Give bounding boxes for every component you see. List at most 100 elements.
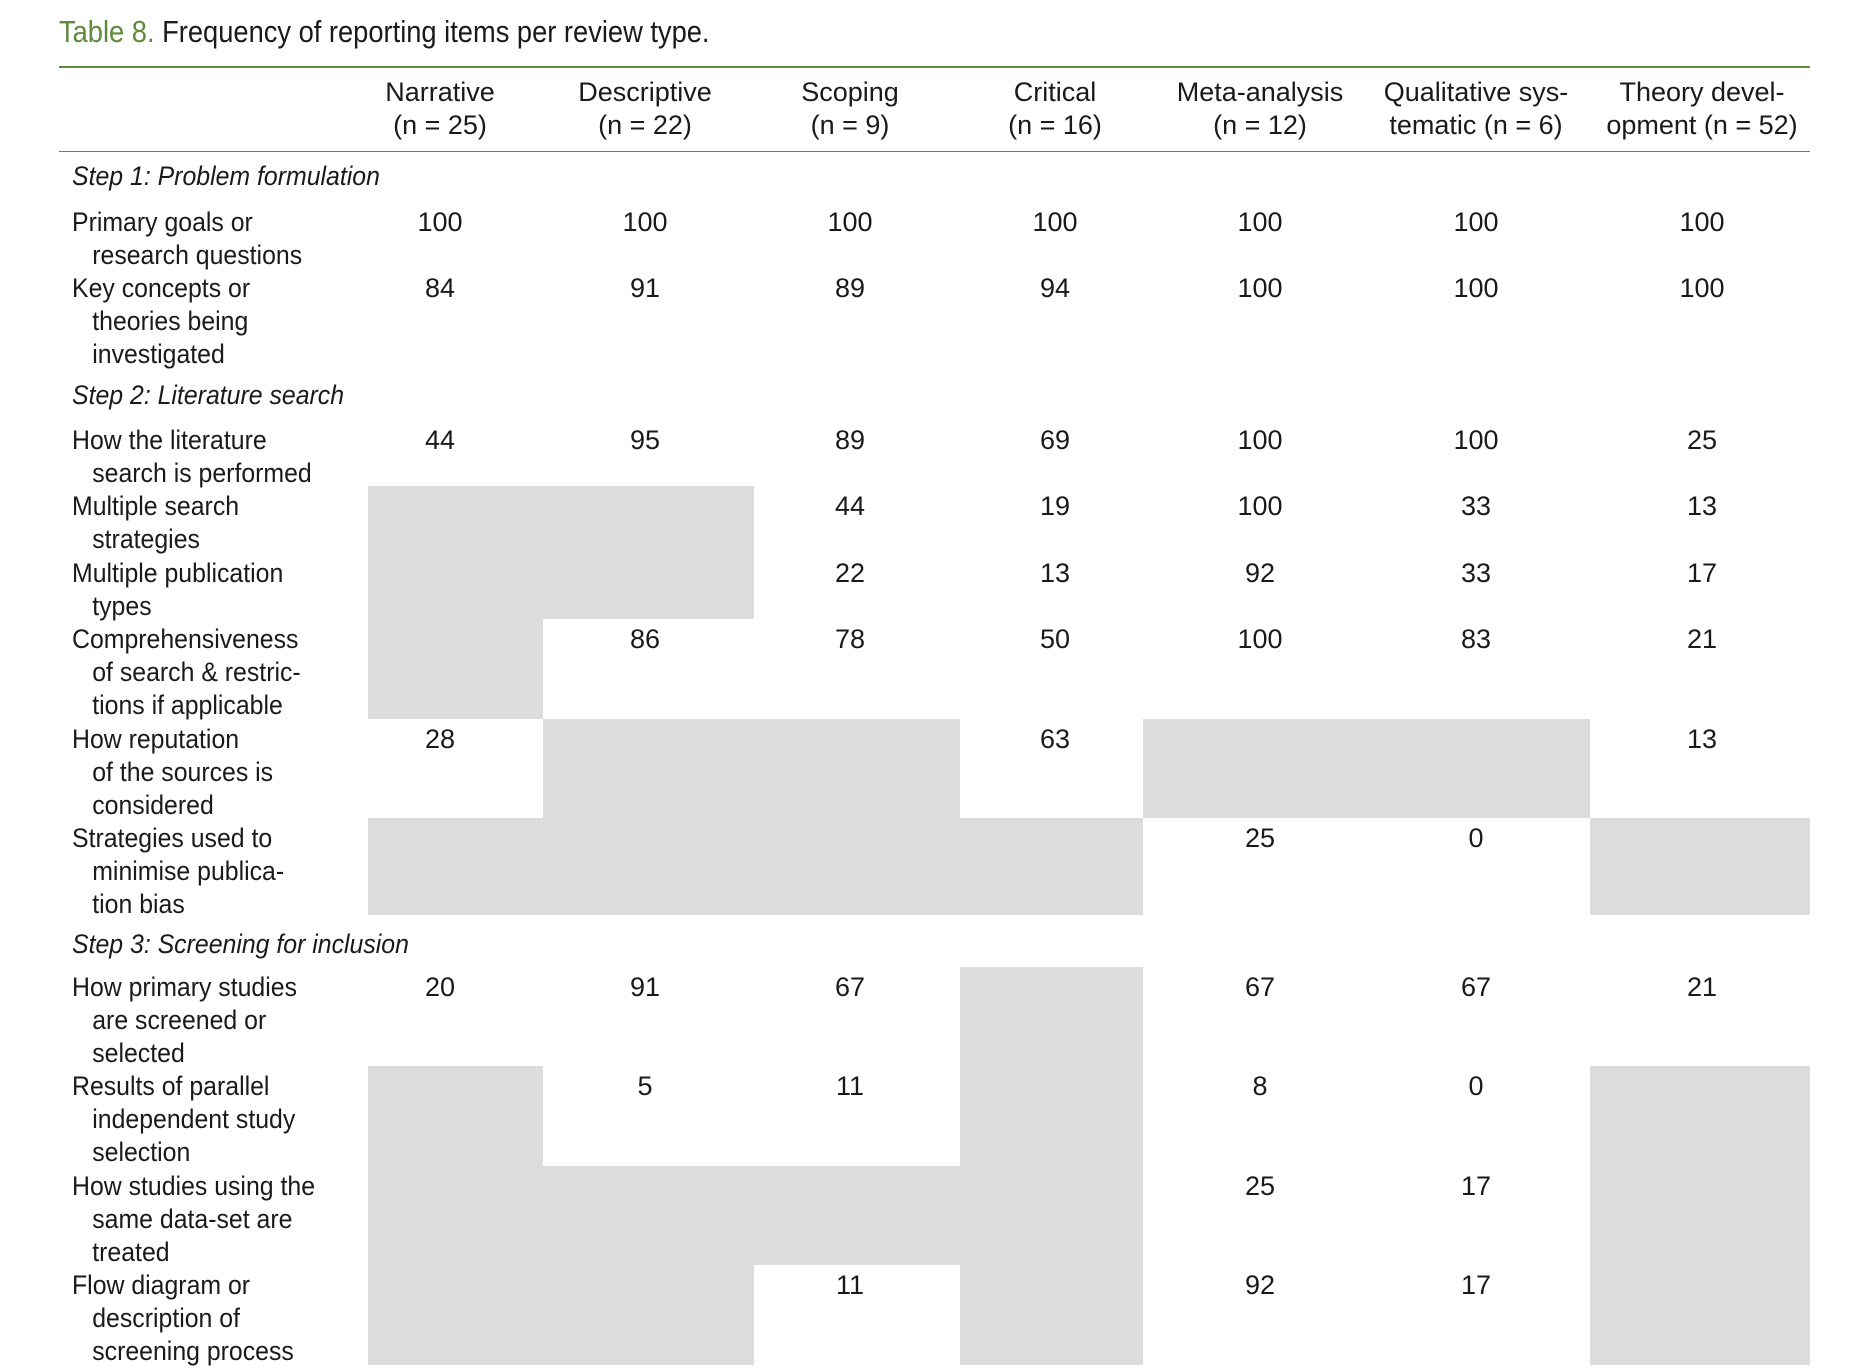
table-cell: 86 xyxy=(629,624,661,654)
column-name: Narrative xyxy=(385,77,495,107)
not-reported-cell xyxy=(960,1166,1143,1265)
column-header: Qualitative sys-tematic (n = 6) xyxy=(1366,76,1586,142)
not-reported-cell xyxy=(368,1066,543,1166)
table-cell: 22 xyxy=(834,558,866,588)
table-cell: 11 xyxy=(835,1071,865,1101)
column-name: Critical xyxy=(1013,77,1097,107)
column-header: Narrative (n = 25) xyxy=(330,76,550,142)
row-label-line: selection xyxy=(92,1137,191,1167)
table-cell: 100 xyxy=(1237,624,1283,654)
table-cell: 33 xyxy=(1460,491,1492,521)
table-cell: 83 xyxy=(1460,624,1492,654)
not-reported-cell xyxy=(368,818,543,915)
column-sample-size: (n = 12) xyxy=(1213,110,1307,140)
row-label: How the literature search is performed xyxy=(72,424,312,490)
table-cell: 78 xyxy=(834,624,866,654)
table-cell: 25 xyxy=(1686,425,1718,455)
table-cell: 69 xyxy=(1039,425,1071,455)
not-reported-cell xyxy=(754,1166,960,1265)
not-reported-cell xyxy=(543,486,754,553)
table-cell: 0 xyxy=(1468,1071,1484,1101)
not-reported-cell xyxy=(543,719,754,818)
table-cell: 100 xyxy=(1237,207,1283,237)
row-label-line: types xyxy=(92,591,152,621)
table-cell: 89 xyxy=(834,273,866,303)
not-reported-cell xyxy=(754,818,960,915)
section-heading: Step 1: Problem formulation xyxy=(72,161,380,191)
row-label-line: Multiple publication xyxy=(72,558,284,588)
not-reported-cell xyxy=(368,486,543,553)
not-reported-cell xyxy=(960,1066,1143,1166)
table-cell: 21 xyxy=(1686,972,1718,1002)
table-cell: 28 xyxy=(424,724,456,754)
row-label-line: Flow diagram or xyxy=(72,1270,251,1300)
table-cell: 17 xyxy=(1686,558,1718,588)
row-label-line: minimise publica- xyxy=(92,856,285,886)
row-label: Primary goals or research questions xyxy=(72,206,302,272)
row-label-line: are screened or xyxy=(92,1005,267,1035)
table-cell: 100 xyxy=(1453,207,1499,237)
column-header: Scoping (n = 9) xyxy=(740,76,960,142)
table-cell: 13 xyxy=(1039,558,1071,588)
table-cell: 94 xyxy=(1039,273,1071,303)
row-label-line: same data-set are xyxy=(92,1204,293,1234)
table-cell: 100 xyxy=(1679,273,1725,303)
not-reported-cell xyxy=(1143,719,1366,818)
row-label-line: selected xyxy=(92,1038,185,1068)
not-reported-cell xyxy=(368,553,543,619)
table-cell: 100 xyxy=(1679,207,1725,237)
table-cell: 0 xyxy=(1468,823,1484,853)
row-label-line: considered xyxy=(92,790,214,820)
table-cell: 67 xyxy=(1244,972,1276,1002)
row-label-line: treated xyxy=(92,1237,170,1267)
not-reported-cell xyxy=(543,1166,754,1265)
row-label: Multiple search strategies xyxy=(72,490,239,556)
table-cell: 100 xyxy=(622,207,668,237)
not-reported-cell xyxy=(960,818,1143,915)
row-label: Multiple publication types xyxy=(72,557,283,623)
table-cell: 25 xyxy=(1244,823,1276,853)
table-cell: 100 xyxy=(417,207,463,237)
row-label-line: of search & restric- xyxy=(92,657,301,687)
column-sample-size: (n = 25) xyxy=(393,110,487,140)
row-label: Comprehensiveness of search & restric-tio… xyxy=(72,623,301,722)
row-label-line: How primary studies xyxy=(72,972,298,1002)
column-name: Theory devel- xyxy=(1619,77,1785,107)
table-cell: 100 xyxy=(1453,425,1499,455)
table-cell: 100 xyxy=(1453,273,1499,303)
table-cell: 13 xyxy=(1686,491,1718,521)
table-cell: 95 xyxy=(629,425,661,455)
row-label-line: How reputation xyxy=(72,724,240,754)
not-reported-cell xyxy=(368,619,543,719)
table-cell: 19 xyxy=(1039,491,1071,521)
section-heading: Step 3: Screening for inclusion xyxy=(72,929,409,959)
table-cell: 100 xyxy=(827,207,873,237)
table-cell: 100 xyxy=(1237,491,1283,521)
table-cell: 44 xyxy=(424,425,456,455)
not-reported-cell xyxy=(368,1166,543,1265)
table-cell: 25 xyxy=(1244,1171,1276,1201)
table-cell: 67 xyxy=(834,972,866,1002)
table-cell: 17 xyxy=(1460,1270,1492,1300)
table-cell: 13 xyxy=(1686,724,1718,754)
not-reported-cell xyxy=(960,1265,1143,1365)
table-cell: 20 xyxy=(424,972,456,1002)
table-cell: 100 xyxy=(1032,207,1078,237)
column-header: Descriptive (n = 22) xyxy=(535,76,755,142)
not-reported-cell xyxy=(543,1265,754,1365)
table-cell: 89 xyxy=(834,425,866,455)
row-label: Flow diagram or description of screening p… xyxy=(72,1269,294,1368)
table-cell: 5 xyxy=(637,1071,653,1101)
not-reported-cell xyxy=(1590,1265,1810,1365)
not-reported-cell xyxy=(543,553,754,619)
table-cell: 21 xyxy=(1686,624,1718,654)
table-title: Frequency of reporting items per review … xyxy=(154,14,710,49)
column-sample-size: (n = 9) xyxy=(810,110,890,140)
table-cell: 11 xyxy=(835,1270,865,1300)
table-cell: 8 xyxy=(1252,1071,1268,1101)
table-cell: 63 xyxy=(1039,724,1071,754)
not-reported-cell xyxy=(960,967,1143,1066)
table-cell: 91 xyxy=(629,273,661,303)
row-label-line: tion bias xyxy=(92,889,185,919)
row-label: How reputation of the sources is considere… xyxy=(72,723,273,822)
